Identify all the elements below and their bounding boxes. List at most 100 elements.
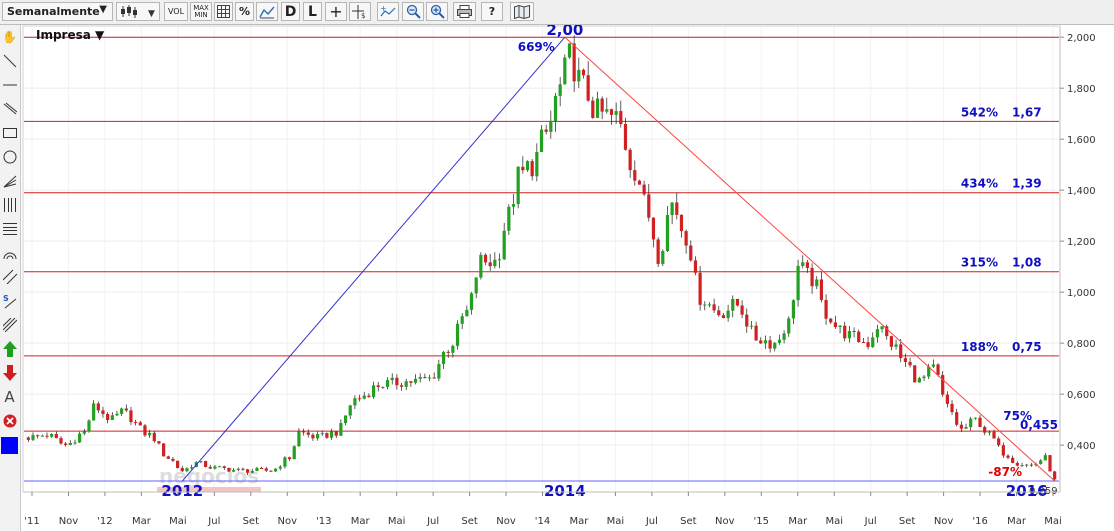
candle-down <box>997 438 1001 446</box>
trendline-tool[interactable] <box>1 51 18 71</box>
x-tick-label: Mar <box>570 516 590 527</box>
map-icon <box>514 4 530 19</box>
candle-up <box>218 466 222 468</box>
candle-down <box>1011 457 1015 463</box>
candle-up <box>516 166 520 205</box>
printer-icon <box>457 5 472 18</box>
candle-up <box>964 427 968 429</box>
fib-percent-label: 542% <box>961 105 998 119</box>
y-tick-label: 0,600 <box>1067 390 1096 401</box>
hand-tool[interactable]: ✋ <box>1 27 18 47</box>
line-label: L <box>308 3 317 20</box>
x-tick-label: '11 <box>24 516 39 527</box>
candle-down <box>651 217 656 240</box>
help-button[interactable]: ? <box>481 2 503 21</box>
candle-down <box>357 398 362 400</box>
candle-up <box>236 468 240 470</box>
candle-up <box>782 333 786 340</box>
print-menu-label: Impresa <box>36 28 91 42</box>
color-picker[interactable] <box>1 435 18 455</box>
fibonacci-retracement-tool[interactable] <box>1 219 18 239</box>
text-tool-label: A <box>4 388 15 406</box>
candle-down <box>301 431 306 433</box>
candle-down <box>26 437 30 440</box>
candle-up <box>847 330 852 339</box>
rectangle-tool[interactable] <box>1 123 18 143</box>
candle-up <box>493 259 497 267</box>
candle-up <box>78 433 82 443</box>
candle-down <box>521 166 525 171</box>
map-button[interactable] <box>510 2 534 21</box>
x-tick-label: Mar <box>132 516 152 527</box>
candle-up <box>31 435 35 440</box>
indicators-button[interactable]: + <box>377 2 399 21</box>
chart-type-dropdown[interactable]: ▼ <box>116 2 160 21</box>
x-tick-label: Jul <box>207 516 220 527</box>
grid-button[interactable] <box>214 2 233 21</box>
fib-value-label: 0,75 <box>1012 340 1042 354</box>
fan-lines-icon <box>3 175 16 188</box>
y-tick-label: 1,400 <box>1067 186 1096 197</box>
parallel-lines-tool[interactable] <box>1 315 18 335</box>
percent-button[interactable]: % <box>235 2 254 21</box>
candle-up <box>148 432 152 436</box>
x-tick-label: Set <box>680 516 697 527</box>
zoom-out-button[interactable] <box>402 2 424 21</box>
ellipse-tool[interactable] <box>1 147 18 167</box>
candle-up <box>441 351 446 365</box>
candle-down <box>101 410 105 414</box>
price-channel-icon: S <box>3 294 16 309</box>
delete-drawings-button[interactable] <box>1 411 18 431</box>
candle-up <box>353 398 357 406</box>
arc-icon <box>3 252 16 260</box>
candle-up <box>418 377 422 379</box>
candle-up <box>92 403 96 421</box>
candle-up <box>507 206 511 231</box>
crosshair-value-button[interactable]: $ <box>349 2 371 21</box>
x-tick-label: Nov <box>934 516 954 527</box>
candle-up <box>465 309 469 317</box>
print-menu[interactable]: Impresa ▼ <box>36 28 104 42</box>
candle-down <box>106 413 110 420</box>
candle-down <box>544 129 548 132</box>
text-tool[interactable]: A <box>1 387 18 407</box>
line-chart-button[interactable]: L <box>303 2 322 21</box>
candle-up <box>381 386 385 388</box>
candle-down <box>945 394 949 404</box>
y-tick-label: 0,400 <box>1067 441 1096 452</box>
candle-up <box>68 442 72 445</box>
maxmin-button[interactable]: MAX MIN <box>190 2 212 21</box>
zoom-in-button[interactable] <box>426 2 448 21</box>
candle-down <box>735 298 740 306</box>
period-select[interactable]: Semanalmente ▼ <box>2 2 113 21</box>
y-tick-label: 1,800 <box>1067 84 1096 95</box>
candle-up <box>749 325 754 327</box>
arc-tool[interactable] <box>1 243 18 263</box>
x-tick-label: Mar <box>351 516 371 527</box>
candle-down <box>204 461 208 467</box>
compare-button[interactable] <box>256 2 278 21</box>
chevron-down-icon: ▼ <box>95 28 105 42</box>
sell-arrow-tool[interactable] <box>1 363 18 383</box>
price-channel-tool[interactable]: S <box>1 291 18 311</box>
candle-up <box>339 423 343 436</box>
fan-tool[interactable] <box>1 171 18 191</box>
print-button[interactable] <box>453 2 476 21</box>
peak-percent-label: 669% <box>518 40 555 54</box>
ray-tool[interactable] <box>1 99 18 119</box>
channel-tool[interactable] <box>1 267 18 287</box>
horizontal-line-tool[interactable] <box>1 75 18 95</box>
daily-button[interactable]: D <box>281 2 300 21</box>
candle-down <box>367 395 371 397</box>
volume-button[interactable]: VOL <box>164 2 188 21</box>
svg-text:+: + <box>380 5 387 13</box>
crosshair-button[interactable]: + <box>325 2 347 21</box>
candle-down <box>591 100 595 118</box>
candle-up <box>894 344 898 347</box>
candle-up <box>320 433 324 435</box>
buy-arrow-tool[interactable] <box>1 339 18 359</box>
candle-down <box>717 310 721 316</box>
candle-down <box>180 468 184 472</box>
fibonacci-time-tool[interactable] <box>1 195 18 215</box>
